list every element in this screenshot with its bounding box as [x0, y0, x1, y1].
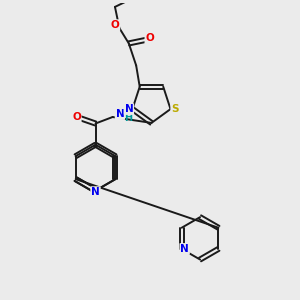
Text: N: N: [116, 109, 124, 119]
Text: O: O: [145, 33, 154, 43]
Text: O: O: [72, 112, 81, 122]
Text: N: N: [124, 104, 133, 114]
Text: O: O: [111, 20, 119, 30]
Text: N: N: [180, 244, 189, 254]
Text: H: H: [124, 113, 132, 123]
Text: N: N: [91, 187, 100, 197]
Text: S: S: [171, 104, 179, 114]
